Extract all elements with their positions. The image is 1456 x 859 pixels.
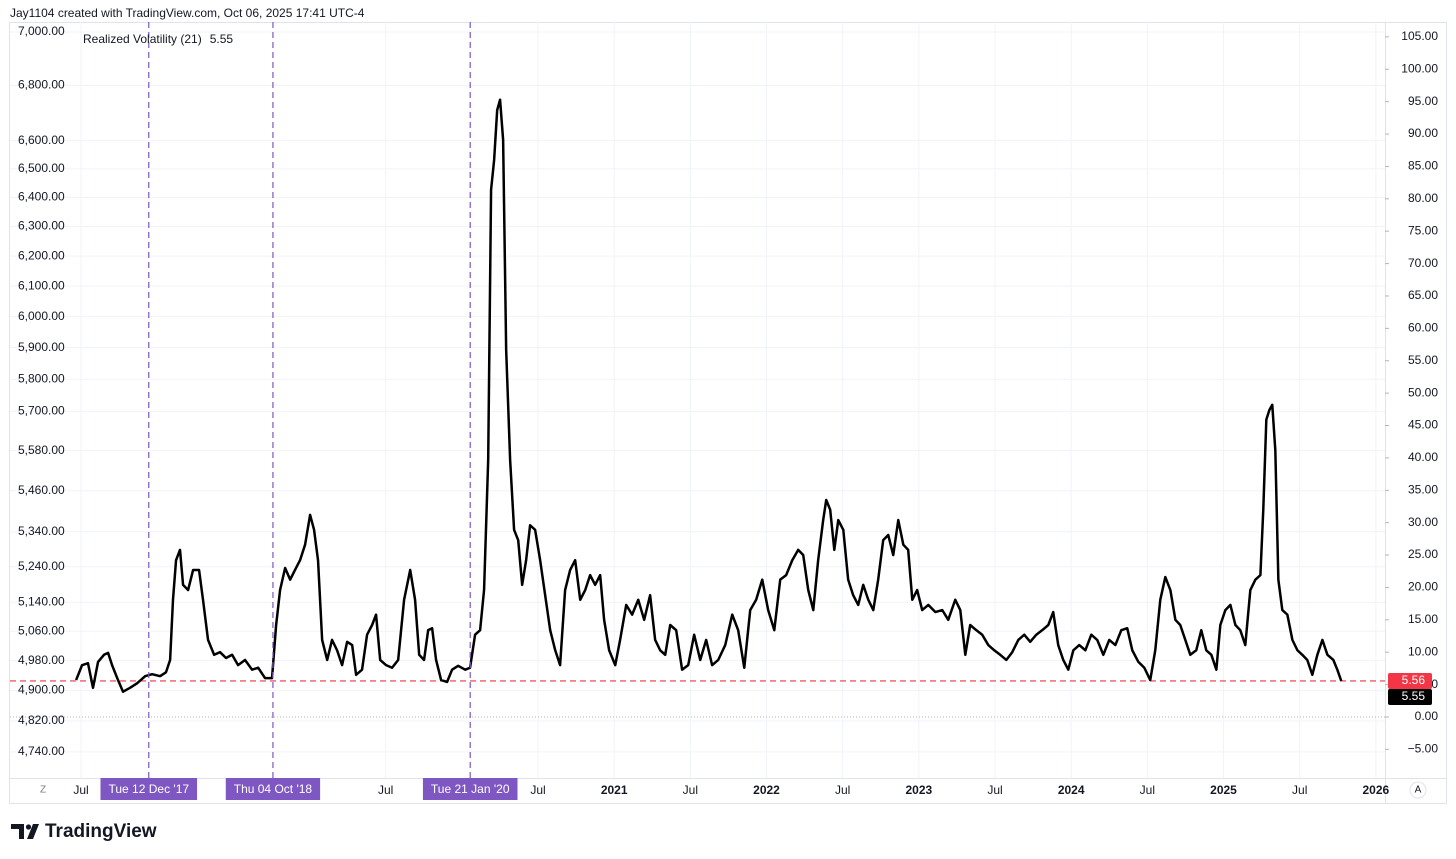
y-tick-label: 5,700.00	[18, 404, 65, 418]
y-tick-label: 4,740.00	[18, 744, 65, 758]
y2-tick-label: 105.00	[1401, 29, 1438, 43]
last-value-box	[1388, 688, 1432, 705]
y2-tick-label: 35.00	[1408, 482, 1438, 496]
y2-tick-label: 70.00	[1408, 256, 1438, 270]
y-tick-label: 5,900.00	[18, 340, 65, 354]
x-tick-label: 2022	[753, 783, 780, 797]
y-tick-label: 4,980.00	[18, 653, 65, 667]
y2-tick-label: 75.00	[1408, 223, 1438, 237]
footer-logo: TradingView	[11, 821, 157, 842]
x-tick-label: 2021	[601, 783, 628, 797]
legend-value: 5.55	[210, 32, 234, 46]
plot	[10, 22, 1385, 778]
y-tick-label: 6,300.00	[18, 219, 65, 233]
y2-tick-label: 90.00	[1408, 126, 1438, 140]
x-tick-label: Jul	[683, 783, 698, 797]
x-tick-label: Jul	[835, 783, 850, 797]
y-tick-label: 6,100.00	[18, 278, 65, 292]
y2-tick-label: 30.00	[1408, 515, 1438, 529]
logo-text: TradingView	[45, 821, 157, 842]
y-tick-label: 6,500.00	[18, 161, 65, 175]
x-tick-label: Jul	[378, 783, 393, 797]
x-tick-label: Jul	[530, 783, 545, 797]
attribution: Jay1104 created with TradingView.com, Oc…	[10, 6, 365, 20]
button-label[interactable]: A	[1415, 785, 1422, 796]
y2-tick-label: 65.00	[1408, 288, 1438, 302]
y-tick-label: 6,800.00	[18, 78, 65, 92]
y2-tick-label: −5.00	[1408, 742, 1439, 756]
last-value-label: 5.55	[1402, 689, 1426, 703]
y2-tick-label: 80.00	[1408, 191, 1438, 205]
axes: 7,000.00 6,800.00 6,600.00 6,500.00 6,400.00…	[10, 22, 1446, 803]
y2-tick-label: 15.00	[1408, 612, 1438, 626]
date-marker-box	[225, 778, 321, 800]
date-marker-label: Tue 21 Jan '20	[431, 782, 510, 796]
y-tick-label: 6,000.00	[18, 309, 65, 323]
timezone-button[interactable]: Z	[35, 782, 51, 798]
y2-tick-label: 55.00	[1408, 353, 1438, 367]
price-line-label-box	[1388, 672, 1432, 689]
y2-tick-label: 10.00	[1408, 644, 1438, 658]
y2-tick-label: 0.00	[1415, 709, 1439, 723]
x-tick-label: Jul	[1140, 783, 1155, 797]
y-tick-label: 5,240.00	[18, 559, 65, 573]
x-tick-label: Jul	[1292, 783, 1307, 797]
x-tick-label: 2026	[1363, 783, 1390, 797]
x-tick-label: Jul	[987, 783, 1002, 797]
y-tick-label: 6,400.00	[18, 190, 65, 204]
y2-tick-label: 60.00	[1408, 321, 1438, 335]
y2-tick-label: 45.00	[1408, 418, 1438, 432]
y2-tick-label: 40.00	[1408, 450, 1438, 464]
y2-tick-label: 25.00	[1408, 547, 1438, 561]
y2-tick-label: 95.00	[1408, 94, 1438, 108]
date-marker-label: Thu 04 Oct '18	[234, 782, 313, 796]
logo-dot	[25, 824, 32, 830]
legend-name: Realized Volatility (21)	[83, 32, 202, 46]
y-tick-label: 5,580.00	[18, 443, 65, 457]
y-tick-label: 5,460.00	[18, 483, 65, 497]
grid	[10, 22, 1385, 778]
button-label[interactable]: Z	[40, 785, 46, 796]
x-tick-label: 2024	[1058, 783, 1085, 797]
auto-scale-button[interactable]: A	[1409, 781, 1427, 799]
x-tick-label: Jul	[73, 783, 88, 797]
y-tick-label: 5,340.00	[18, 524, 65, 538]
y-tick-label: 6,600.00	[18, 133, 65, 147]
y-tick-label: 4,900.00	[18, 683, 65, 697]
date-marker-box	[100, 778, 198, 800]
y2-tick-label: 20.00	[1408, 580, 1438, 594]
date-marker-box	[422, 778, 518, 800]
y-tick-label: 7,000.00	[18, 24, 65, 38]
y2-tick-label: 100.00	[1401, 61, 1438, 75]
button-circle[interactable]	[35, 782, 51, 798]
series-line	[74, 98, 1343, 693]
chart-frame	[9, 22, 1447, 804]
x-tick-label: 2023	[905, 783, 932, 797]
y2-tick-label: 50.00	[1408, 385, 1438, 399]
date-marker-label: Tue 12 Dec '17	[108, 782, 189, 796]
y-tick-label: 5,800.00	[18, 371, 65, 385]
logo-icon	[11, 824, 39, 839]
y-tick-label: 5,140.00	[18, 594, 65, 608]
y2-tick-label: 85.00	[1408, 159, 1438, 173]
y-tick-label: 4,820.00	[18, 713, 65, 727]
price-line-label: 5.56	[1402, 673, 1426, 687]
y-tick-label: 6,200.00	[18, 248, 65, 262]
x-tick-label: 2025	[1210, 783, 1237, 797]
button-circle[interactable]	[1409, 781, 1427, 799]
y-tick-label: 5,060.00	[18, 623, 65, 637]
